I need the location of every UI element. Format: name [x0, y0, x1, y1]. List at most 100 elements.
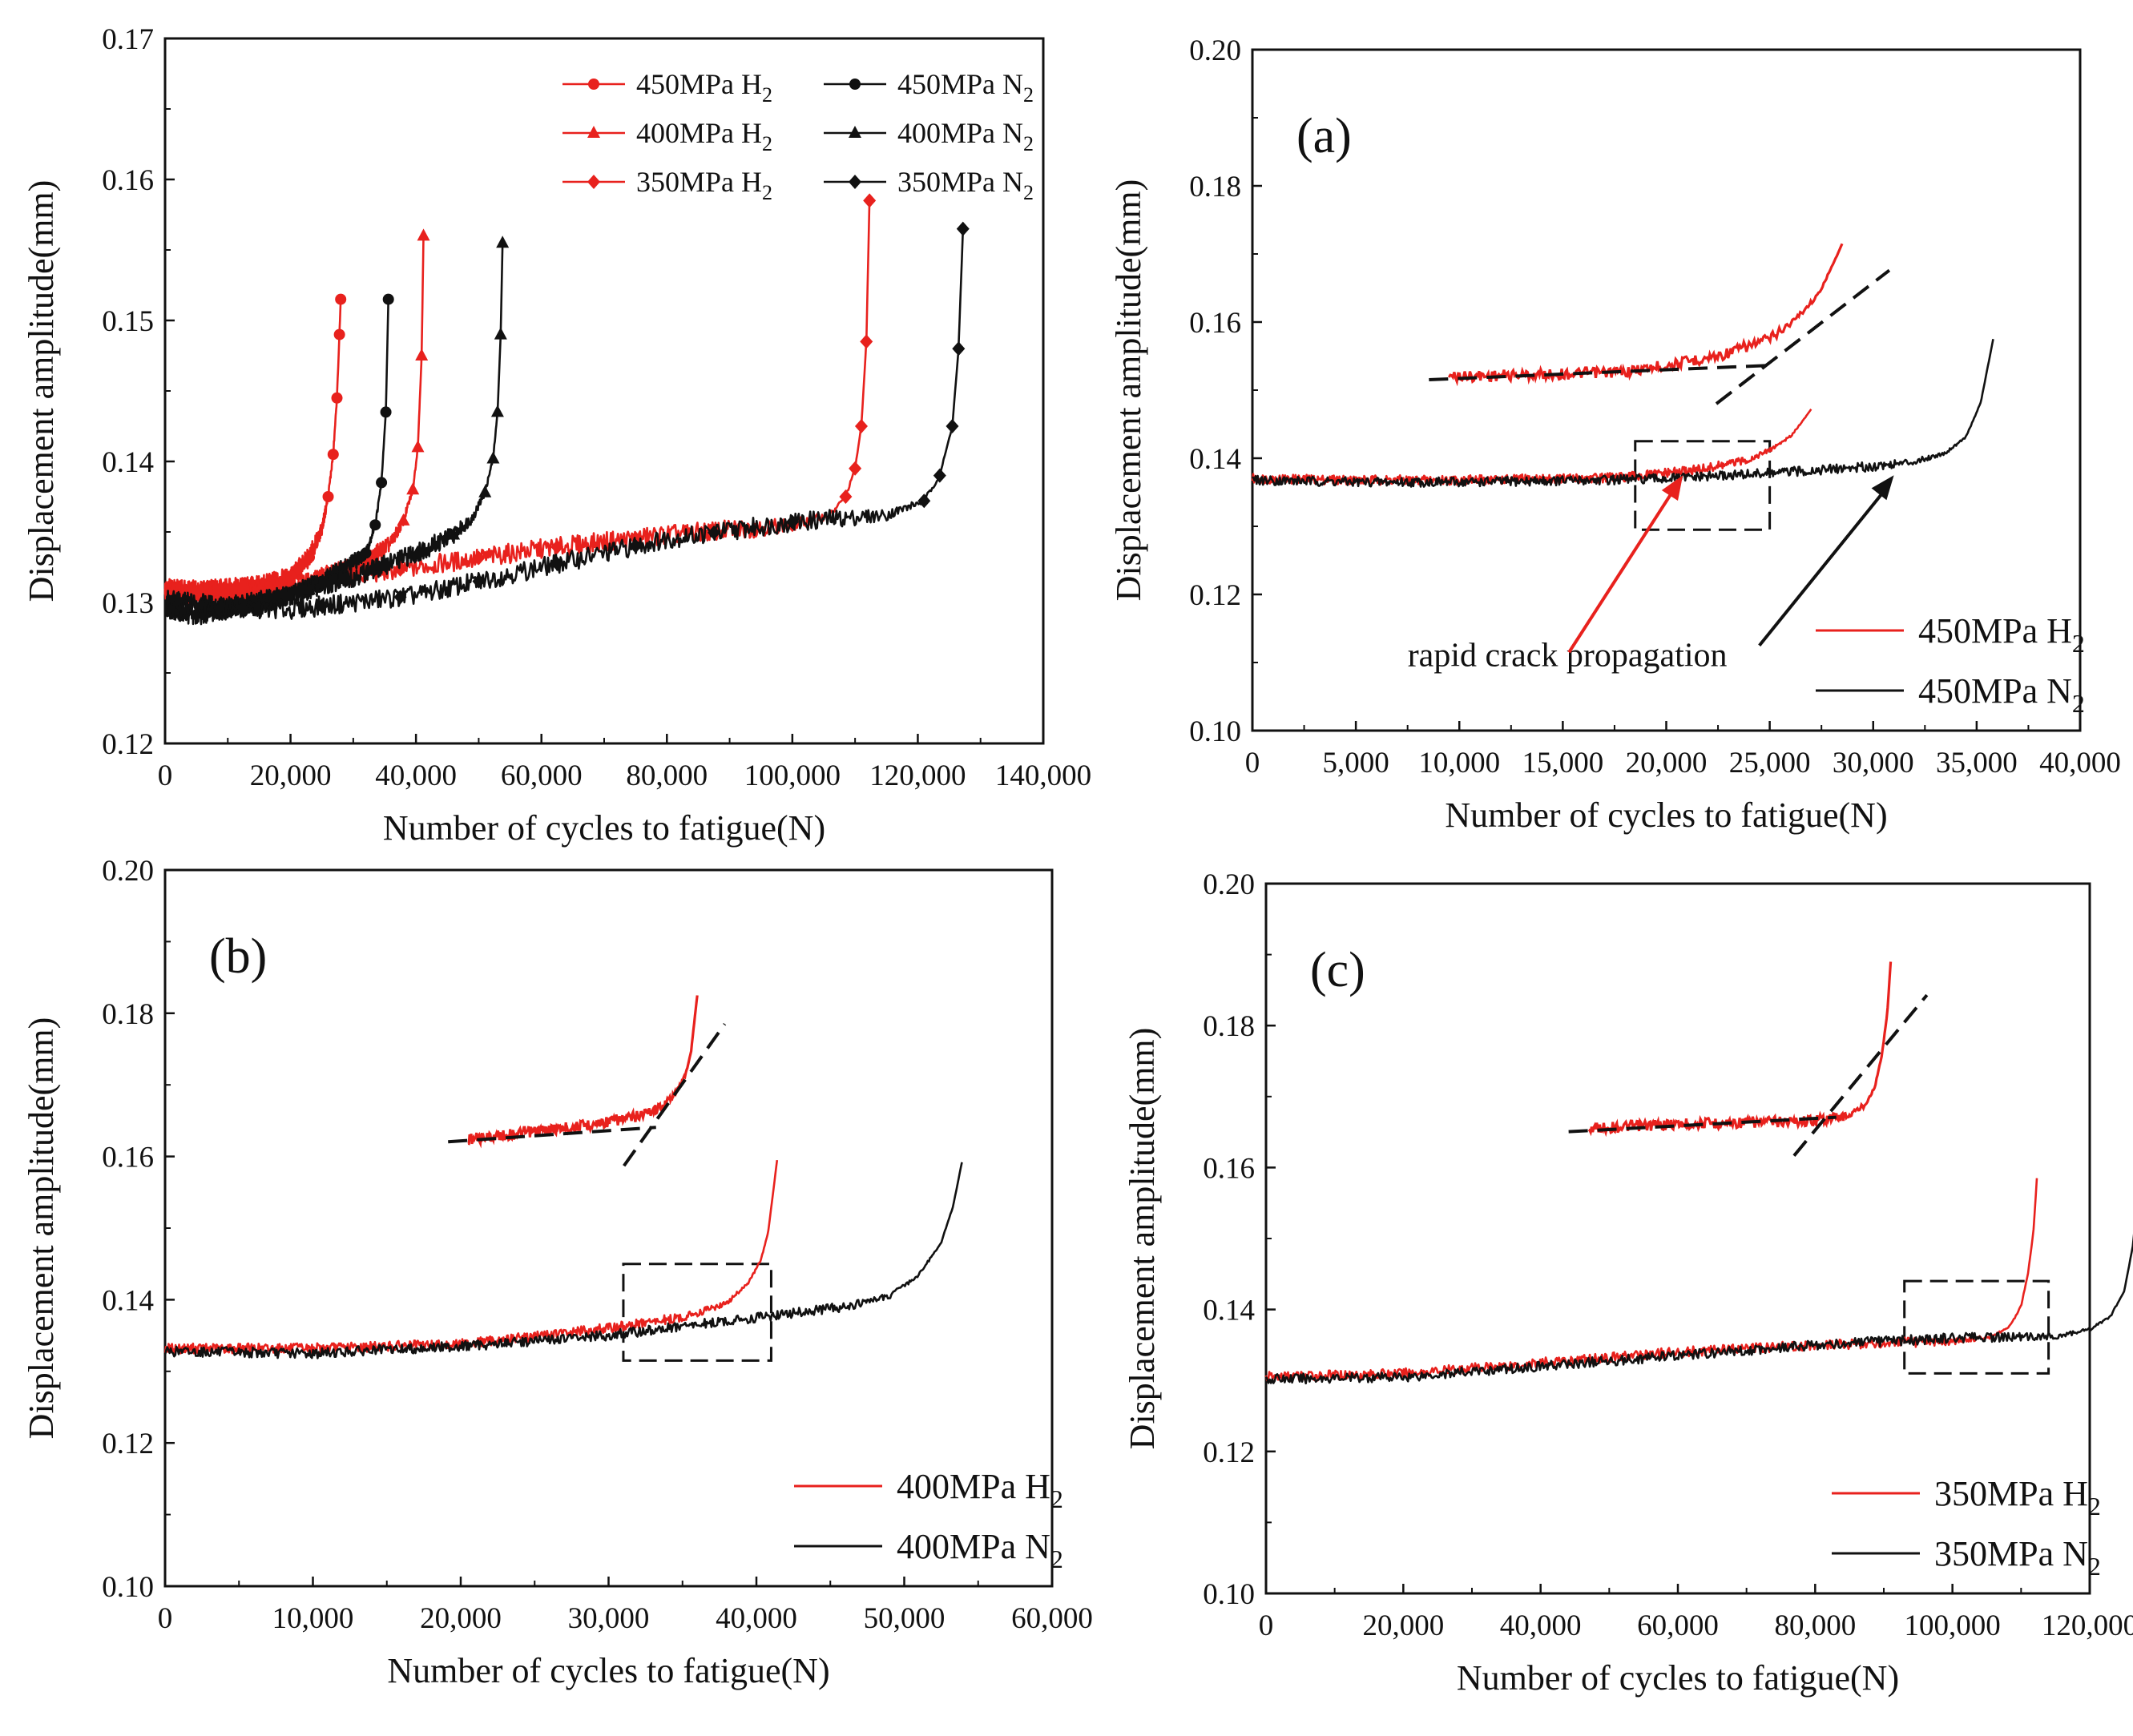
data-point-marker [236, 580, 250, 595]
data-point-marker [411, 545, 425, 558]
y-tick-label: 0.13 [102, 587, 154, 620]
chart-panel-c: 0 20,000 40,000 60,000 80,000 100,000 120,000 0… [1123, 868, 2133, 1698]
legend-label-sub: 2 [762, 83, 772, 107]
y-tick-label: 0.14 [1203, 1295, 1255, 1327]
x-tick-label: 40,000 [375, 759, 457, 792]
y-tick-label: 0.16 [1203, 1152, 1255, 1185]
annotation-arrow-n2 [1758, 483, 1891, 647]
data-point-marker [303, 582, 317, 595]
x-axis-title: Number of cycles to fatigue(N) [1457, 1658, 1899, 1698]
data-point-marker [490, 405, 504, 417]
annotation-arrowhead-n2 [1871, 475, 1894, 501]
legend-label-main: 450MPa H [636, 68, 762, 100]
x-tick-label: 30,000 [568, 1602, 650, 1635]
data-point-marker [393, 562, 407, 577]
legend-label-main: 450MPa N [897, 68, 1023, 100]
legend-label-sub: 2 [1023, 83, 1034, 107]
data-point-marker [322, 491, 334, 502]
x-tick-label: 0 [158, 759, 173, 792]
legend-label: 450MPa H2 [636, 68, 772, 107]
x-tick-label: 0 [1259, 1609, 1274, 1642]
series-line-1 [163, 1162, 963, 1359]
x-tick-label: 40,000 [1500, 1609, 1582, 1642]
data-point-marker [472, 550, 486, 566]
x-tick-label: 120,000 [869, 759, 966, 792]
data-point-marker [708, 525, 720, 540]
data-point-marker [486, 451, 500, 464]
x-tick-label: 30,000 [1833, 747, 1914, 779]
data-point-marker [397, 513, 410, 526]
inset-growth-tangent [623, 1023, 727, 1167]
data-point-marker [339, 572, 353, 585]
x-tick-label: 20,000 [1362, 1609, 1444, 1642]
data-point-marker [360, 547, 372, 559]
x-tick-label: 60,000 [1011, 1602, 1093, 1635]
legend-label-main: 400MPa H [897, 1467, 1050, 1506]
data-point-marker [629, 538, 643, 554]
y-axis-title: Displacement amplitude(mm) [22, 180, 61, 602]
series-line-1 [1264, 1234, 2133, 1385]
data-point-marker [956, 221, 970, 236]
y-tick-label: 0.12 [1203, 1436, 1255, 1469]
legend-label-sub: 2 [1023, 132, 1034, 155]
annotation-arrowhead-h2 [1661, 475, 1683, 501]
x-tick-label: 50,000 [864, 1602, 946, 1635]
x-tick-label: 15,000 [1522, 747, 1604, 779]
x-tick-label: 60,000 [501, 759, 583, 792]
legend-label: 350MPa N2 [1934, 1534, 2101, 1581]
data-point-marker [860, 334, 873, 349]
data-point-marker [335, 293, 347, 305]
legend-label: 350MPa H2 [636, 166, 772, 204]
series-line-5 [163, 228, 965, 620]
zoom-region-box [1634, 440, 1772, 531]
x-tick-label: 80,000 [626, 759, 708, 792]
panel-label: (c) [1310, 943, 1365, 997]
x-tick-label: 140,000 [995, 759, 1091, 792]
legend-label-main: 400MPa N [897, 117, 1023, 149]
y-tick-label: 0.16 [1189, 307, 1241, 340]
panel-label: (b) [209, 929, 267, 984]
legend-label-main: 400MPa N [897, 1527, 1050, 1566]
x-tick-label: 80,000 [1774, 1609, 1856, 1642]
legend-label-main: 350MPa N [897, 166, 1023, 198]
chart-panel-overview: 0 20,000 40,000 60,000 80,000 100,000 120,000 1… [22, 23, 1091, 848]
data-point-marker [327, 449, 339, 461]
legend-label-sub: 2 [1050, 1545, 1063, 1573]
x-tick-label: 20,000 [420, 1602, 502, 1635]
y-tick-label: 0.12 [1189, 579, 1241, 612]
x-tick-label: 10,000 [272, 1602, 354, 1635]
legend-label: 400MPa N2 [897, 1527, 1063, 1573]
y-axis-title: Displacement amplitude(mm) [22, 1017, 61, 1440]
legend-label-main: 450MPa H [1918, 611, 2072, 650]
data-point-marker [411, 440, 425, 453]
data-point-marker [952, 341, 966, 356]
data-point-marker [417, 228, 430, 241]
y-tick-label: 0.18 [1203, 1010, 1255, 1043]
data-point-marker [369, 519, 381, 531]
legend-label-main: 450MPa N [1918, 671, 2072, 711]
data-point-marker [496, 236, 510, 248]
legend-label: 400MPa H2 [897, 1467, 1063, 1513]
x-tick-label: 20,000 [1626, 747, 1708, 779]
x-tick-label: 20,000 [250, 759, 332, 792]
inset-baseline-tangent [1568, 1115, 1837, 1134]
legend-marker [587, 175, 600, 189]
y-tick-label: 0.12 [102, 1428, 154, 1460]
data-point-marker [376, 477, 388, 489]
legend-label: 450MPa N2 [1918, 671, 2085, 718]
data-point-marker [393, 590, 407, 605]
y-tick-label: 0.12 [102, 728, 154, 761]
x-axis-title: Number of cycles to fatigue(N) [383, 808, 825, 848]
y-tick-label: 0.20 [1189, 34, 1241, 67]
x-tick-label: 60,000 [1637, 1609, 1719, 1642]
data-point-marker [380, 406, 392, 418]
panel-label: (a) [1296, 109, 1352, 163]
data-point-marker [946, 419, 959, 433]
data-point-marker [494, 327, 507, 340]
data-point-marker [933, 468, 946, 483]
legend-label-sub: 2 [762, 132, 772, 155]
data-point-marker [236, 602, 250, 617]
data-point-marker [406, 482, 420, 495]
legend-label: 450MPa H2 [1918, 611, 2085, 658]
